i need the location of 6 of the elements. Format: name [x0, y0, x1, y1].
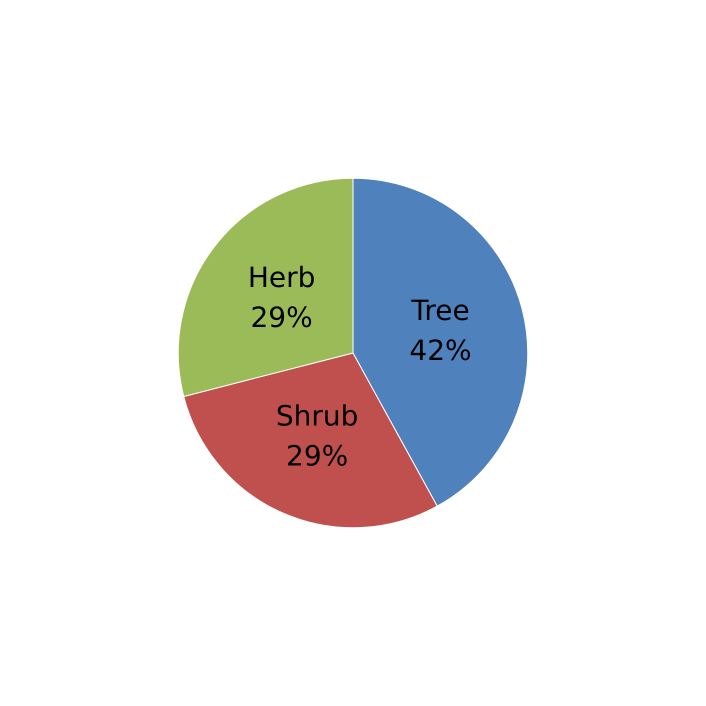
slice-label: Herb: [248, 261, 316, 294]
data-label: 42%: [409, 334, 472, 368]
data-label: 29%: [286, 439, 348, 472]
slice-label: Tree: [410, 294, 470, 328]
data-label: 29%: [250, 301, 313, 334]
slice-label: Shrub: [276, 399, 358, 432]
